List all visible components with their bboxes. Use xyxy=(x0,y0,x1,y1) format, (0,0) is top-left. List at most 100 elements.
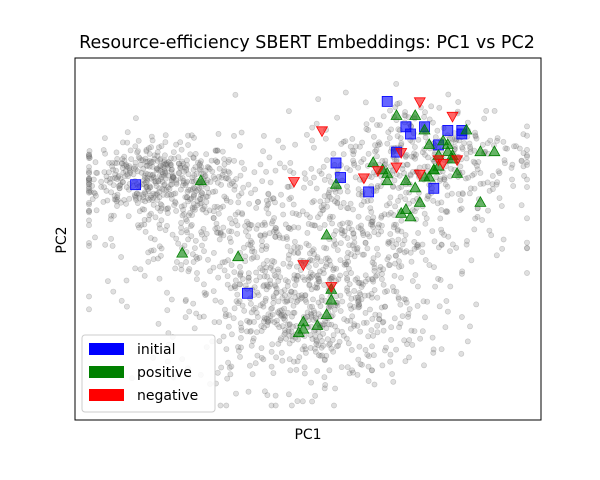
background-point xyxy=(310,296,316,303)
background-point xyxy=(286,321,293,327)
background-point xyxy=(474,213,481,220)
background-point xyxy=(348,226,355,233)
background-point xyxy=(368,218,375,225)
background-point xyxy=(143,176,150,183)
background-point xyxy=(123,163,130,170)
background-point xyxy=(362,239,369,246)
background-point xyxy=(91,189,97,196)
background-point xyxy=(378,228,384,235)
background-point xyxy=(374,122,380,128)
background-point xyxy=(227,238,234,245)
background-point xyxy=(104,197,111,204)
background-point xyxy=(141,172,148,179)
background-point xyxy=(157,167,164,174)
background-point xyxy=(250,335,257,342)
background-point xyxy=(181,211,187,217)
background-point xyxy=(401,170,408,177)
background-point xyxy=(210,264,217,271)
background-point xyxy=(237,320,244,327)
background-point xyxy=(356,343,363,350)
background-point xyxy=(109,242,116,249)
background-point xyxy=(354,275,361,282)
positive-point xyxy=(399,203,412,215)
background-point xyxy=(279,357,286,364)
background-point xyxy=(322,382,329,388)
background-point xyxy=(280,260,287,267)
background-point xyxy=(205,189,212,196)
background-point xyxy=(190,193,197,200)
background-point xyxy=(220,333,227,340)
background-point xyxy=(253,225,260,232)
background-point xyxy=(111,196,118,203)
background-point xyxy=(329,213,336,220)
background-point xyxy=(148,192,154,199)
background-point xyxy=(329,336,336,343)
background-point xyxy=(358,158,365,165)
background-point xyxy=(242,253,249,260)
background-point xyxy=(154,165,161,172)
background-point xyxy=(114,196,121,203)
background-point xyxy=(267,312,274,319)
background-point xyxy=(307,344,314,351)
background-point xyxy=(311,222,318,229)
background-point xyxy=(152,191,159,198)
background-point xyxy=(212,157,219,164)
background-point xyxy=(159,164,166,171)
background-point xyxy=(125,213,132,219)
background-point xyxy=(432,134,439,140)
background-point xyxy=(236,142,243,149)
background-point xyxy=(344,235,351,241)
background-point xyxy=(343,261,350,268)
background-point xyxy=(387,194,394,201)
background-point xyxy=(339,220,346,227)
background-point xyxy=(402,153,409,160)
background-point xyxy=(323,352,330,359)
background-point xyxy=(101,169,108,175)
background-point xyxy=(438,346,445,353)
background-point xyxy=(406,306,413,312)
background-point xyxy=(112,174,119,181)
background-point xyxy=(513,143,519,150)
background-point xyxy=(249,338,256,344)
background-point xyxy=(510,183,517,189)
background-point xyxy=(170,175,176,182)
background-point xyxy=(264,318,271,325)
background-point xyxy=(437,276,444,283)
background-point xyxy=(312,284,319,291)
background-point xyxy=(197,166,204,173)
background-point xyxy=(253,309,260,316)
background-point xyxy=(341,228,348,235)
background-point xyxy=(214,147,221,154)
background-point xyxy=(108,189,115,196)
background-point xyxy=(330,332,337,338)
background-point xyxy=(368,367,375,373)
background-point xyxy=(323,325,330,332)
background-point xyxy=(284,236,290,242)
background-point xyxy=(212,147,219,154)
background-point xyxy=(486,187,493,194)
background-point xyxy=(175,154,182,160)
background-point xyxy=(124,139,131,146)
background-point xyxy=(180,180,187,187)
background-point xyxy=(159,170,166,177)
background-point xyxy=(86,151,92,158)
background-point xyxy=(331,265,337,272)
background-point xyxy=(307,310,314,317)
background-point xyxy=(109,163,115,170)
background-point xyxy=(186,308,193,315)
background-point xyxy=(285,255,292,262)
background-point xyxy=(438,242,445,248)
background-point xyxy=(287,226,294,232)
background-point xyxy=(378,222,385,229)
background-point xyxy=(423,215,430,222)
background-point xyxy=(191,134,197,141)
background-point xyxy=(347,200,354,207)
background-point xyxy=(284,321,291,328)
background-point xyxy=(417,335,423,342)
background-point xyxy=(337,272,343,279)
background-point xyxy=(328,275,335,282)
background-point xyxy=(190,178,197,185)
background-point xyxy=(203,193,210,200)
background-point xyxy=(385,254,392,260)
background-point xyxy=(197,196,204,203)
